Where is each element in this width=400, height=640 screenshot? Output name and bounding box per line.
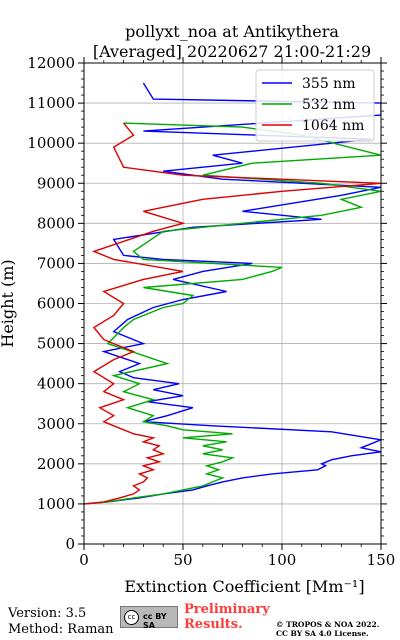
copyright-notice: © TROPOS & NOA 2022. CC BY SA 4.0 Licens… [276,620,379,638]
y-tick-label-7: 7000 [37,254,75,272]
copyright-line-1: © TROPOS & NOA 2022. [276,620,380,629]
x-tick-label-1: 50 [173,551,192,569]
y-tick-label-12: 12000 [27,54,75,72]
series-line-532-nm [84,122,381,505]
y-tick-label-2: 2000 [37,455,75,473]
cc-license-badge: cc cc BY SA [120,606,178,630]
y-tick-label-1: 1000 [37,495,75,513]
y-tick-label-3: 3000 [37,415,75,433]
y-tick-label-8: 8000 [37,214,75,232]
method-text: Method: Raman [8,622,114,637]
x-axis-label: Extinction Coefficient [Mm⁻¹] [124,577,364,596]
x-tick-label-0: 0 [79,551,89,569]
y-axis-label: Height (m) [0,259,17,347]
version-text: Version: 3.5 [8,606,87,621]
chart-title-line-1: pollyxt_noa at Antikythera [125,22,339,41]
x-tick-label-2: 100 [268,551,297,569]
y-tick-label-11: 11000 [27,94,75,112]
series-line-355-nm [84,82,381,505]
legend-label-2: 1064 nm [302,118,364,134]
legend-label-1: 532 nm [302,97,355,113]
license-badge-text: cc BY SA [143,612,167,630]
y-tick-label-5: 5000 [37,335,75,353]
preliminary-line-1: Preliminary [184,602,270,617]
legend-box [255,69,375,142]
y-tick-label-6: 6000 [37,295,75,313]
chart-title-line-2: [Averaged] 20220627 21:00-21:29 [92,42,372,61]
preliminary-notice: Preliminary Results. [184,602,270,632]
copyright-line-2: CC BY SA 4.0 License. [276,629,369,638]
preliminary-line-2: Results. [184,617,243,632]
cc-icon: cc [124,610,139,625]
chart-area: 0100020003000400050006000700080009000100… [0,54,396,596]
legend-label-0: 355 nm [302,76,355,92]
y-tick-label-9: 9000 [37,174,75,192]
x-tick-label-3: 150 [367,551,396,569]
y-tick-label-4: 4000 [37,375,75,393]
series-line-1064-nm [84,122,381,505]
y-tick-label-10: 10000 [27,134,75,152]
y-tick-label-0: 0 [65,535,75,553]
